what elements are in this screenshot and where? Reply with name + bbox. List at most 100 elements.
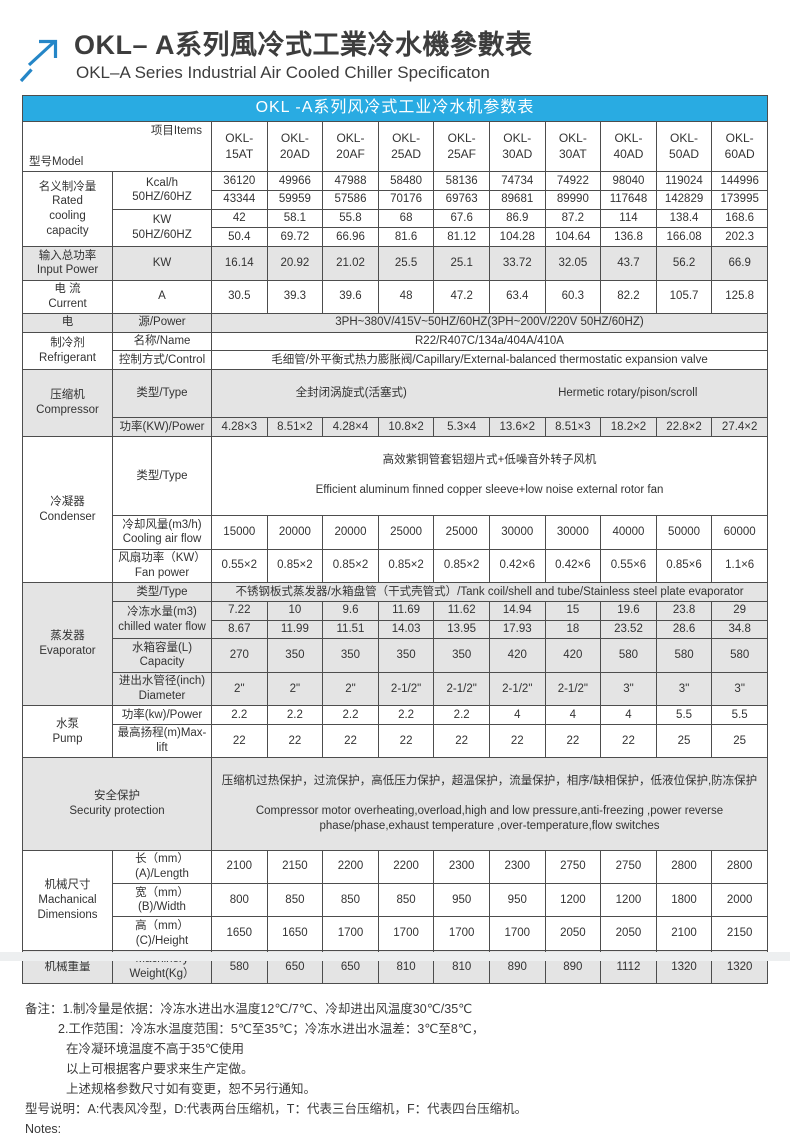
value-cell: 9.6 [322, 600, 379, 621]
value-cell: 2200 [377, 849, 435, 885]
table-row: 进出水管径(inch) Diameter 2" 2" 2" 2-1/2" 2-1/2" 2… [23, 671, 768, 707]
value-cell: 22 [488, 723, 546, 759]
value-cell: 89990 [544, 189, 602, 210]
section-label-power-supply: 电 [22, 312, 113, 333]
value-cell: 19.6 [600, 600, 657, 621]
value-cell: 270 [211, 638, 268, 673]
item-label-current-unit: A [112, 279, 212, 314]
value-cell: 350 [266, 638, 324, 673]
table-row: 冷冻水量(m3) chilled water flow 7.22 10 9.6 11.… [23, 600, 768, 640]
item-label-airflow: 冷却风量(m3/h) Cooling air flow [112, 515, 212, 550]
value-cell: 22 [600, 723, 657, 759]
item-label-power-supply: 源/Power [112, 312, 212, 333]
value-cell: 32.05 [544, 246, 602, 281]
value-cell: 48 [377, 279, 435, 314]
value-cell: 3" [655, 671, 713, 707]
value-cell: 66.9 [711, 246, 768, 281]
value-cell: 0.85×6 [655, 548, 713, 584]
value-cell: 2" [322, 671, 379, 707]
value-cell: 142829 [655, 189, 713, 210]
value-cell: 4 [600, 705, 657, 725]
value-cell: 2.2 [266, 705, 324, 725]
corner-model-label: 型号Model [29, 155, 84, 168]
value-cell: 138.4 [655, 208, 713, 229]
value-cell: 56.2 [655, 246, 713, 281]
value-cell: 11.51 [322, 619, 379, 640]
value-cell: 58.1 [266, 208, 324, 229]
value-cell: 20000 [266, 515, 324, 550]
value-cell: 81.12 [433, 227, 490, 248]
value-cell: 21.02 [322, 246, 379, 281]
value-cell: 2750 [600, 849, 657, 885]
value-cell: 47988 [322, 171, 379, 191]
table-row: 50.4 69.72 66.96 81.6 81.12 104.28 104.64 136.8… [23, 227, 768, 248]
note-line: 备注：1.制冷量是依据：冷冻水进出水温度12℃/7℃、冷却进出风温度30℃/35… [25, 1002, 473, 1017]
value-cell: 1200 [600, 882, 657, 918]
value-cell: 0.42×6 [544, 548, 602, 584]
table-row: 输入总功率 Input Power KW 16.14 20.92 21.02 25.5… [22, 246, 768, 281]
item-label-height: 高（mm）(C)/Height [112, 916, 212, 951]
value-cell: 22 [211, 723, 268, 759]
value-cell: 33.72 [488, 246, 546, 281]
brand-arrow-icon [18, 32, 66, 84]
value-cell: 5.3×4 [433, 417, 490, 437]
value-cell: 420 [544, 638, 602, 673]
value-cell: 20000 [322, 515, 379, 550]
model-header-cell: OKL- 20AD [266, 121, 324, 173]
value-cell: 11.69 [377, 600, 435, 621]
value-cell: 2" [211, 671, 268, 707]
value-cell: 0.55×6 [600, 548, 657, 584]
item-label-condenser-type: 类型/Type [112, 435, 212, 517]
item-label-refrigerant-name: 名称/Name [112, 331, 212, 352]
spec-table: OKL -A系列风冷式工业冷水机参数表 型号Model 项目Items OKL-… [22, 95, 768, 985]
value-cell: 8.51×3 [544, 417, 602, 437]
table-row: KW 50HZ/60HZ 42 58.1 55.8 68 67.6 86.9 87.2 114… [23, 208, 768, 248]
value-cell: 2.2 [377, 705, 435, 725]
value-cell: 10.8×2 [377, 417, 435, 437]
value-cell: 82.2 [600, 279, 657, 314]
value-cell: 144996 [711, 171, 768, 191]
value-cell: 81.6 [377, 227, 435, 248]
table-row: 蒸发器 Evaporator 类型/Type 不锈钢板式蒸发器/水箱盘管（干式壳… [22, 582, 768, 707]
security-value: 压缩机过热保护，过流保护，高低压力保护，超温保护，流量保护，相序/缺相保护，低液… [211, 757, 768, 851]
table-caption: OKL -A系列风冷式工业冷水机参数表 [22, 95, 768, 123]
value-cell: 2.2 [433, 705, 490, 725]
model-header-cell: OKL- 30AT [544, 121, 602, 173]
condenser-type-zh: 高效紫铜管套铝翅片式+低噪音外转子风机 [382, 454, 597, 467]
value-cell: 2800 [655, 849, 713, 885]
item-label-compressor-type: 类型/Type [112, 369, 212, 419]
value-cell: 202.3 [711, 227, 768, 248]
value-cell: 4.28×4 [322, 417, 379, 437]
value-cell: 2-1/2" [488, 671, 546, 707]
table-row: 功率(KW)/Power 4.28×3 8.51×2 4.28×4 10.8×2 5.3… [23, 417, 768, 437]
note-line: 在冷凝环境温度不高于35℃使用 [66, 1042, 244, 1057]
model-header-cell: OKL- 40AD [600, 121, 657, 173]
value-cell: 40000 [600, 515, 657, 550]
table-row: 水泵 Pump 功率(kw)/Power 2.2 2.2 2.2 2.2 2.2 4 4 4 5… [22, 705, 768, 759]
value-cell: 0.55×2 [211, 548, 268, 584]
value-cell: 580 [711, 638, 768, 673]
item-label-tank-capacity: 水箱容量(L) Capacity [112, 638, 212, 673]
value-cell: 105.7 [655, 279, 713, 314]
value-cell: 114 [600, 208, 657, 229]
value-cell: 11.99 [266, 619, 324, 640]
value-cell: 1650 [266, 916, 324, 951]
value-cell: 104.64 [544, 227, 602, 248]
value-cell: 119024 [655, 171, 713, 191]
value-cell: 1200 [544, 882, 602, 918]
value-cell: 350 [322, 638, 379, 673]
value-cell: 3" [711, 671, 768, 707]
value-cell: 1.1×6 [711, 548, 768, 584]
value-cell: 0.85×2 [322, 548, 379, 584]
value-cell: 5.5 [711, 705, 768, 725]
value-cell: 13.95 [433, 619, 490, 640]
section-label-refrigerant: 制冷剂 Refrigerant [22, 331, 113, 371]
value-cell: 16.14 [211, 246, 268, 281]
model-header-cell: OKL- 20AF [322, 121, 379, 173]
table-row: 冷却风量(m3/h) Cooling air flow 15000 20000 20… [23, 515, 768, 550]
value-cell: 125.8 [711, 279, 768, 314]
value-cell: 0.85×2 [377, 548, 435, 584]
security-value-en: Compressor motor overheating,overload,hi… [255, 804, 724, 832]
value-cell: 18.2×2 [600, 417, 657, 437]
value-cell: 11.62 [433, 600, 490, 621]
